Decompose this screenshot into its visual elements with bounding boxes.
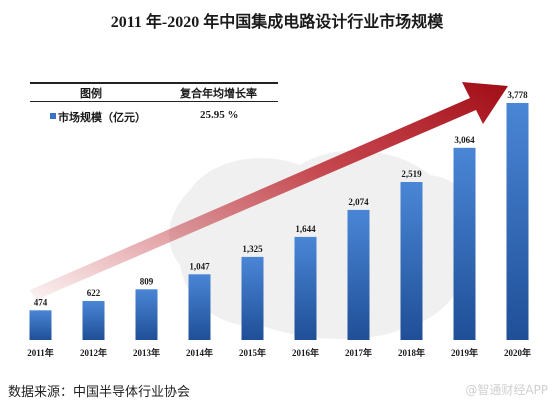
x-tick-label-1: 2012年 — [80, 347, 107, 358]
bar-6 — [347, 209, 370, 340]
bar-3 — [188, 274, 211, 340]
x-tick-label-6: 2017年 — [345, 347, 372, 358]
legend-rule-top — [30, 82, 278, 84]
bar-2 — [135, 289, 158, 340]
chart-title: 2011 年-2020 年中国集成电路设计行业市场规模 — [110, 14, 444, 31]
x-tick-label-3: 2014年 — [186, 347, 213, 358]
data-label-6: 2,074 — [348, 197, 369, 207]
watermark: @智通财经APP — [465, 383, 548, 397]
bar-9 — [506, 103, 529, 340]
data-label-7: 2,519 — [401, 169, 422, 179]
data-label-5: 1,644 — [295, 224, 316, 234]
x-tick-label-0: 2011年 — [27, 347, 54, 358]
legend-series-label: 市场规模（亿元） — [58, 112, 146, 124]
bar-1 — [82, 301, 105, 340]
legend-cagr-value: 25.95 % — [200, 109, 239, 121]
data-label-9: 3,778 — [507, 90, 528, 100]
bar-8 — [453, 147, 476, 340]
x-tick-label-4: 2015年 — [239, 347, 266, 358]
data-label-3: 1,047 — [189, 261, 210, 271]
map-silhouette — [169, 150, 472, 340]
legend-header-metric: 复合年均增长率 — [180, 88, 257, 100]
x-tick-label-2: 2013年 — [133, 347, 160, 358]
data-label-1: 622 — [87, 288, 101, 298]
x-tick-label-9: 2020年 — [504, 347, 531, 358]
bar-7 — [400, 182, 423, 340]
x-tick-label-8: 2019年 — [451, 347, 478, 358]
data-label-4: 1,325 — [242, 244, 263, 254]
x-tick-label-5: 2016年 — [292, 347, 319, 358]
bar-4 — [241, 256, 264, 340]
data-label-2: 809 — [140, 276, 154, 286]
legend-swatch — [50, 113, 56, 119]
legend-rule-mid — [30, 101, 278, 102]
data-label-8: 3,064 — [454, 135, 475, 145]
bar-0 — [29, 310, 52, 340]
x-tick-label-7: 2018年 — [398, 347, 425, 358]
growth-arrow — [30, 82, 508, 300]
bar-5 — [294, 236, 317, 340]
data-label-0: 474 — [34, 297, 48, 307]
source-note: 数据来源：中国半导体行业协会 — [8, 385, 191, 400]
legend-header-series: 图例 — [80, 88, 102, 100]
